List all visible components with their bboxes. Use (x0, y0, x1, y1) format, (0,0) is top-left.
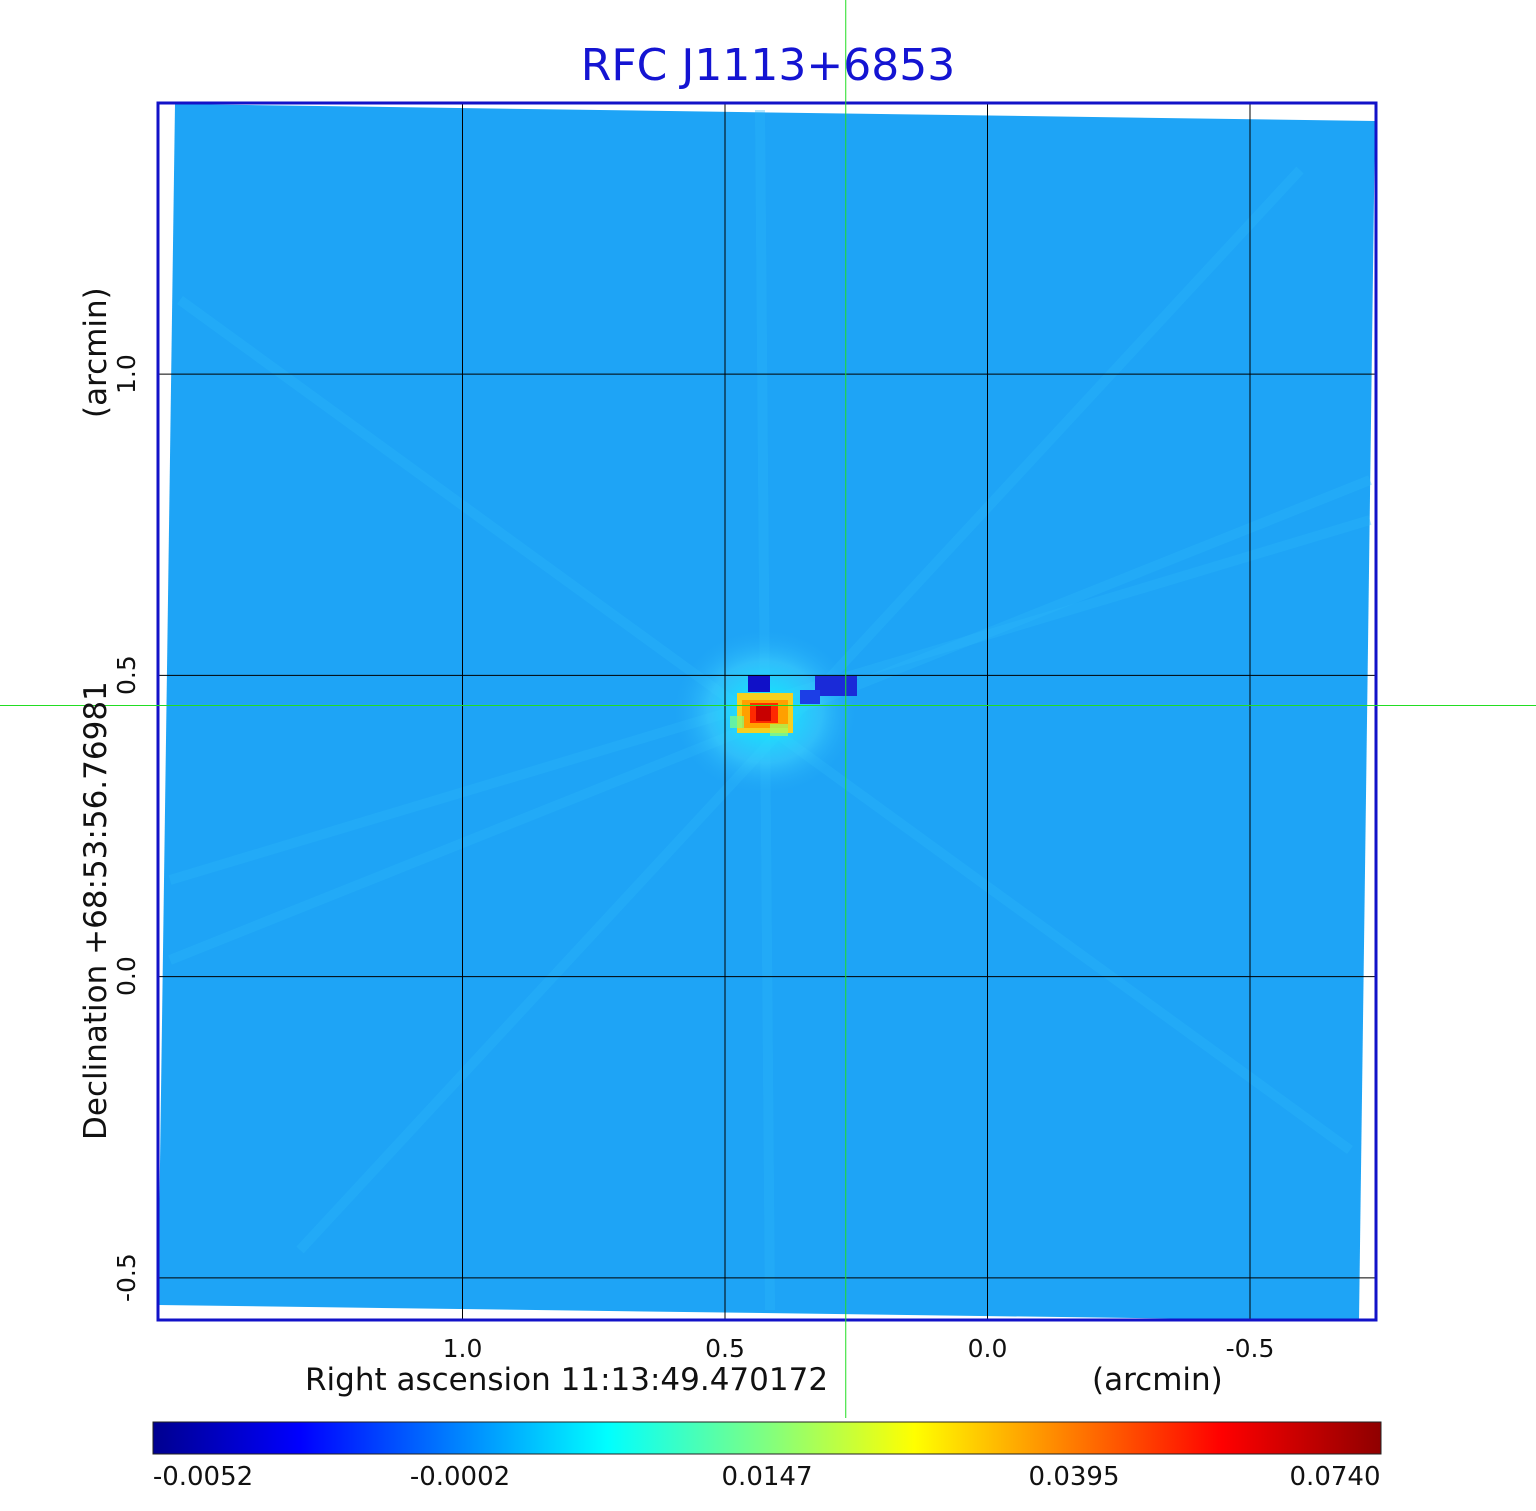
x-tick-label: 0.0 (967, 1334, 1008, 1363)
y-tick-label: -0.5 (112, 1253, 141, 1303)
x-tick-label: 1.0 (442, 1334, 483, 1363)
x-axis-label: Right ascension 11:13:49.470172 (305, 1362, 829, 1398)
y-tick-label: 1.0 (112, 354, 141, 394)
colorbar-tick-label: -0.0052 (152, 1462, 254, 1492)
colorbar-tick-label: 0.0395 (1028, 1462, 1120, 1492)
y-axis-label: Declination +68:53:56.76981 (78, 681, 114, 1140)
source-peak (730, 675, 857, 736)
coordinate-grid (158, 103, 1376, 1320)
y-tick-label: 0.0 (112, 956, 141, 997)
colorbar-tick-label: 0.0740 (1289, 1462, 1381, 1492)
crosshair (0, 0, 1536, 1418)
x-tick-label: -0.5 (1225, 1334, 1275, 1363)
colorbar-tick-label: 0.0147 (721, 1462, 813, 1492)
y-axis-unit: (arcmin) (78, 287, 114, 418)
x-tick-label: 0.5 (705, 1334, 745, 1363)
y-tick-label: 0.5 (112, 655, 141, 696)
chart-title: RFC J1113+6853 (580, 40, 956, 91)
x-axis-unit: (arcmin) (1092, 1362, 1223, 1398)
colorbar (152, 1421, 1382, 1455)
colorbar-tick-label: -0.0002 (409, 1462, 511, 1492)
plot-frame (156, 101, 1378, 1322)
